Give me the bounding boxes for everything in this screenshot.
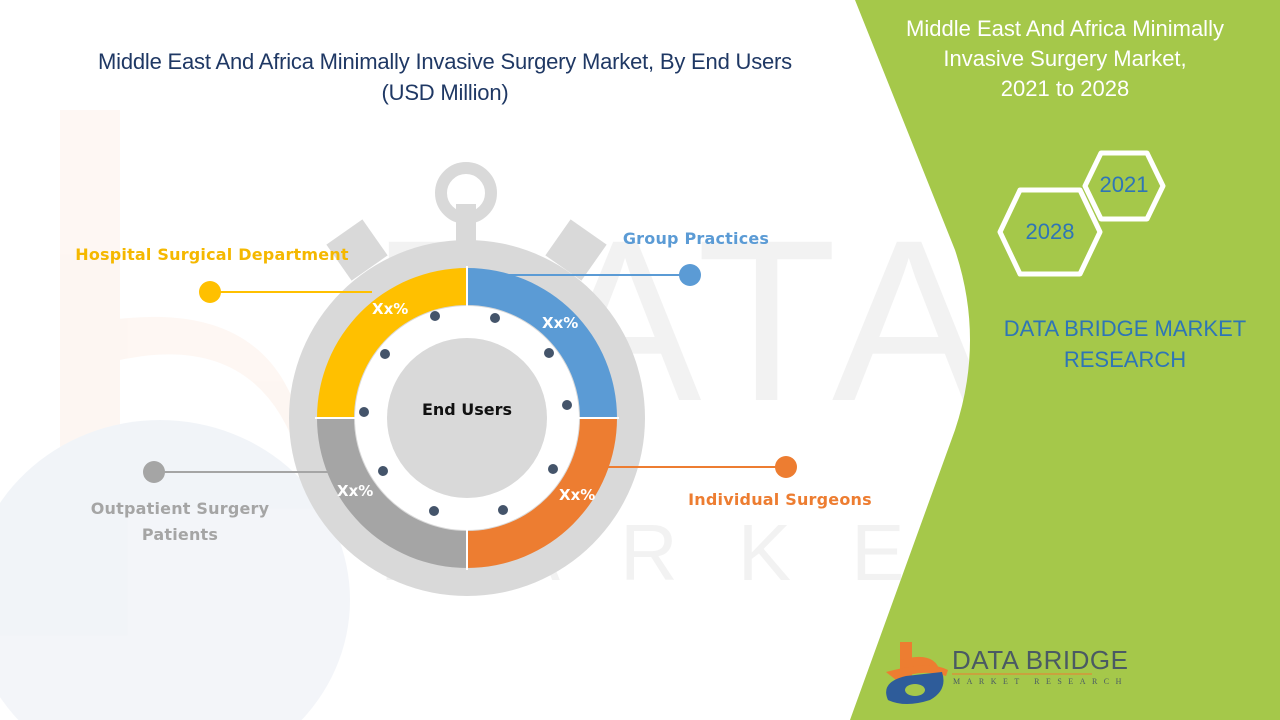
hexagon-2021 <box>1082 150 1166 222</box>
year-2028-label: 2028 <box>1025 219 1075 244</box>
pct-outpatient-surgery-patients: Xx% <box>337 482 374 500</box>
center-disk <box>387 338 547 498</box>
green-side-panel <box>850 0 1280 720</box>
side-title-line2: Invasive Surgery Market, <box>943 46 1187 71</box>
segment-hospital-surgical-department[interactable] <box>317 268 467 418</box>
segment-individual-surgeons[interactable] <box>467 418 617 568</box>
side-title-line1: Middle East And Africa Minimally <box>906 16 1224 41</box>
hexagon-2028 <box>997 187 1103 277</box>
donut-center-label: End Users <box>421 400 513 419</box>
pct-group-practices: Xx% <box>542 314 579 332</box>
callout-hospital <box>199 281 372 303</box>
logo-subtext: MARKET RESEARCH <box>953 677 1128 686</box>
watermark-logo <box>0 110 350 720</box>
chart-title-line2: (USD Million) <box>381 80 509 105</box>
donut-chart <box>315 266 619 570</box>
tick-dots <box>359 311 572 516</box>
label-hospital-surgical-department: Hospital Surgical Department <box>75 245 349 264</box>
label-outpatient-line1: Outpatient Surgery <box>90 499 270 518</box>
label-outpatient-surgery-patients: Outpatient Surgery Patients <box>80 496 280 548</box>
year-2021-label: 2021 <box>1099 172 1149 197</box>
label-group-practices: Group Practices <box>622 229 770 248</box>
callout-individual-surgeons <box>607 456 797 478</box>
label-outpatient-line2: Patients <box>141 525 219 544</box>
segment-group-practices[interactable] <box>467 268 617 418</box>
pct-individual-surgeons: Xx% <box>559 486 596 504</box>
brand-text: DATA BRIDGE MARKET RESEARCH <box>985 313 1265 375</box>
side-title-line3: 2021 to 2028 <box>1000 76 1130 101</box>
callout-group-practices <box>500 264 701 286</box>
callout-outpatient <box>143 461 330 483</box>
pct-hospital-surgical-department: Xx% <box>372 300 409 318</box>
chart-title-line1: Middle East And Africa Minimally Invasiv… <box>98 49 792 74</box>
segment-outpatient-surgery-patients[interactable] <box>317 418 467 568</box>
brand-line1: DATA BRIDGE MARKET <box>1003 316 1247 341</box>
side-panel-title: Middle East And Africa Minimally Invasiv… <box>870 14 1260 104</box>
brand-line2: RESEARCH <box>1063 347 1187 372</box>
label-individual-surgeons: Individual Surgeons <box>688 490 872 509</box>
chart-title: Middle East And Africa Minimally Invasiv… <box>40 46 850 108</box>
logo-text: DATA BRIDGE <box>952 645 1129 675</box>
data-bridge-logo-icon <box>886 642 1092 704</box>
